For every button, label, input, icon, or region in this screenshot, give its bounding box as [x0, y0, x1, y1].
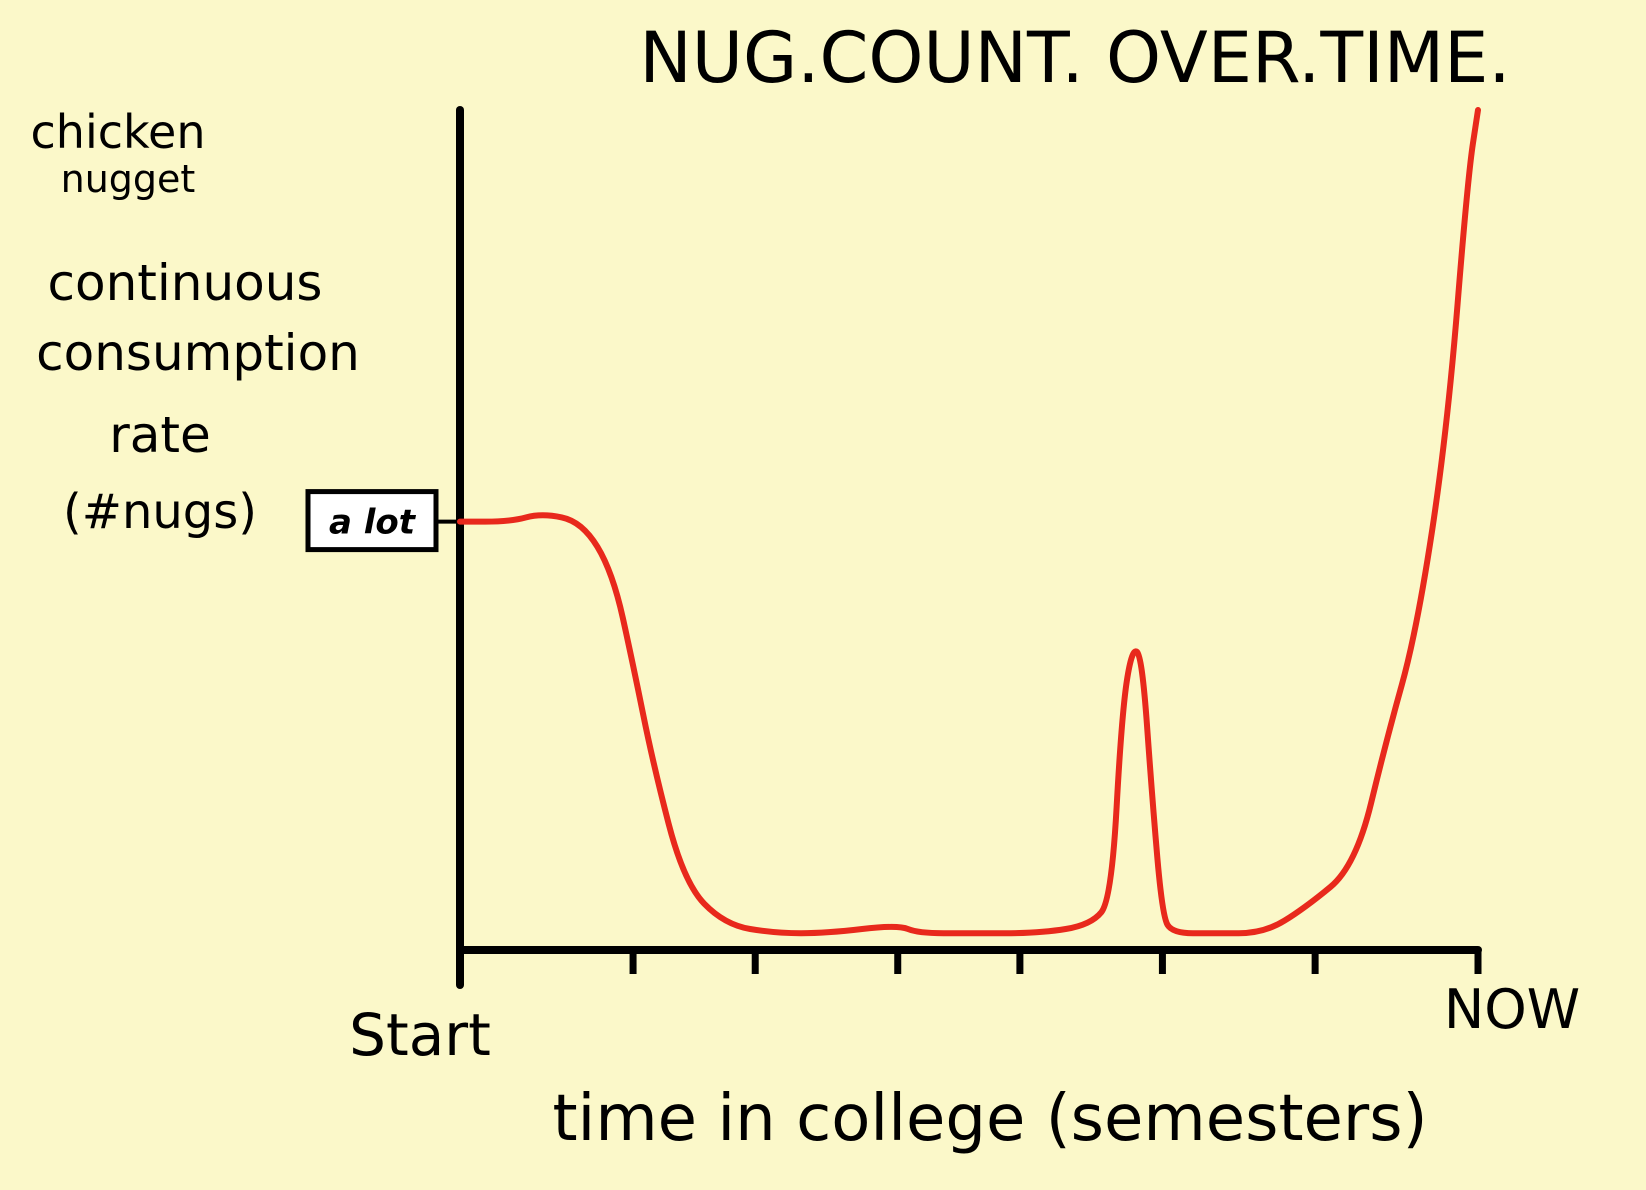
x-axis-ticks [456, 950, 1482, 982]
y-axis-label-line: continuous [48, 254, 323, 312]
y-axis-label-line: nugget [61, 157, 196, 201]
y-axis-label-line: consumption [36, 324, 360, 382]
chart-title: NUG.COUNT. OVER.TIME. [639, 17, 1510, 99]
y-axis-label-line: chicken [31, 105, 206, 159]
x-tick-label-end: NOW [1444, 978, 1580, 1041]
y-axis-label-line: rate [109, 406, 211, 464]
y-axis-label-line: (#nugs) [63, 484, 257, 540]
x-axis-label: time in college (semesters) [552, 1082, 1427, 1156]
series-line [457, 107, 1481, 937]
x-tick-label-start: Start [349, 1001, 491, 1069]
y-tick-label: a lot [329, 503, 417, 543]
